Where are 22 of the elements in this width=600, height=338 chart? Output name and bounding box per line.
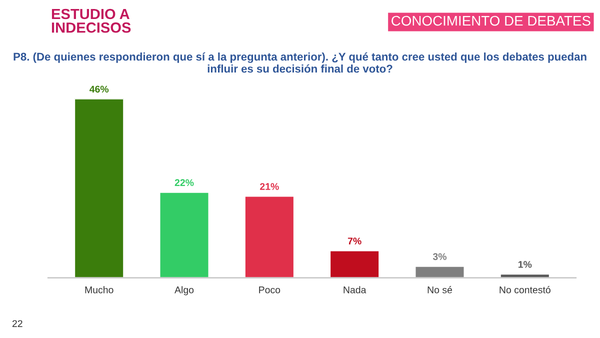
data-label: 7% — [348, 238, 362, 244]
bar — [414, 265, 466, 278]
bar — [158, 191, 210, 278]
x-tick-label: Mucho — [85, 286, 114, 294]
text: 22 — [12, 320, 22, 327]
data-label: 46% — [90, 86, 109, 93]
x-tick-label: Nada — [344, 286, 366, 294]
x-tick-label: No contestó — [500, 286, 550, 294]
chart-subtitle: P8. (De quienes respondieron que sí a la pregunta anterior). ¿Y qué tanto cree usted que los debates puedan influir es su decisión final de voto? — [14, 52, 586, 73]
bar — [74, 98, 124, 278]
bar — [329, 250, 380, 278]
x-tick-label: No sé — [428, 286, 452, 294]
x-tick-label: Poco — [259, 286, 280, 294]
data-label: 3% — [432, 253, 447, 260]
bar — [244, 195, 295, 278]
data-label: 1% — [518, 260, 532, 268]
chart-title: ESTUDIO A INDECISOS — [52, 8, 131, 33]
bar — [500, 273, 550, 278]
data-label: 22% — [174, 179, 194, 186]
text: CONOCIMIENTO DE DEBATES — [392, 16, 590, 26]
data-label: 21% — [260, 183, 279, 190]
x-tick-label: Algo — [174, 286, 194, 296]
